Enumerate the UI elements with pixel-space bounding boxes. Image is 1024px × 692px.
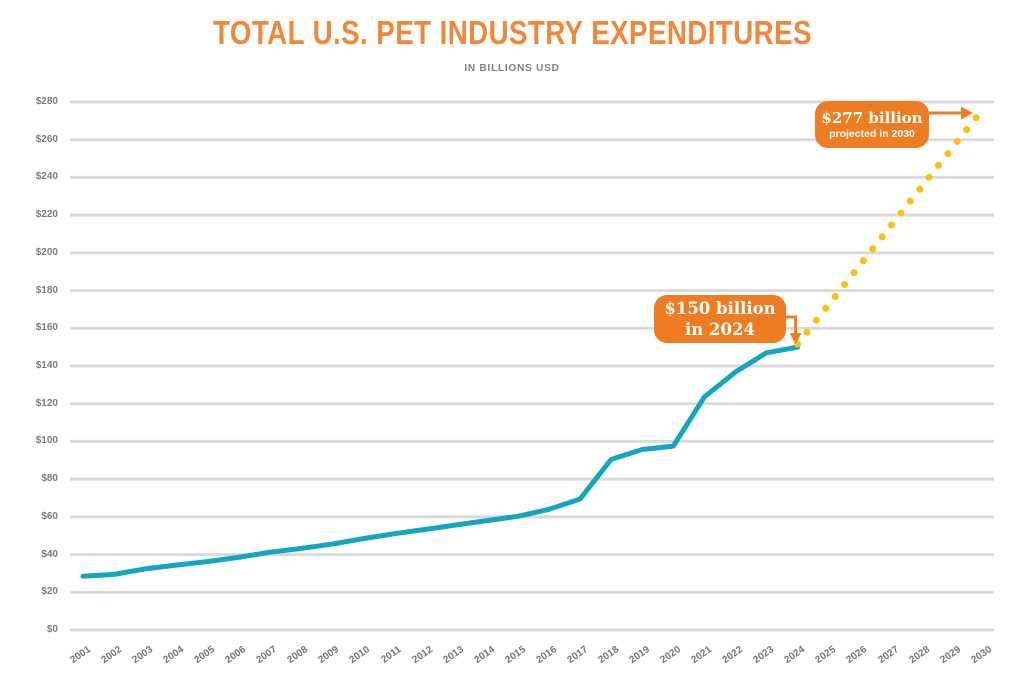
y-axis-label: $80 [41, 473, 58, 485]
y-axis-label: $220 [35, 209, 58, 221]
y-axis-label: $0 [46, 624, 58, 635]
callout-arrow-2024-head [789, 333, 802, 345]
y-axis-label: $20 [41, 586, 58, 598]
projection-dotted-line [794, 104, 988, 348]
y-axis-label: $160 [35, 322, 58, 334]
callout-2024-year: in 2024 [685, 320, 755, 339]
actual-line [80, 344, 801, 579]
callout-2030-value: $277 billion [821, 108, 923, 127]
callout-arrow-2024 [786, 315, 798, 335]
y-axis-label: $260 [35, 133, 58, 145]
chart-title: TOTAL U.S. PET INDUSTRY EXPENDITURES [0, 14, 1024, 52]
y-axis-label: $240 [35, 171, 58, 183]
y-axis-label: $100 [35, 435, 58, 447]
y-axis-label: $140 [35, 360, 58, 371]
y-axis-label: $40 [41, 548, 58, 560]
callout-2030-year: projected in 2030 [829, 127, 915, 140]
chart-subtitle: IN BILLIONS USD [464, 63, 560, 74]
y-axis-label: $280 [35, 96, 58, 107]
y-axis-label: $200 [35, 246, 58, 258]
callout-2024: $150 billion in 2024 [654, 295, 786, 343]
y-axis-label: $60 [41, 510, 58, 522]
callout-arrow-2030-head [961, 106, 973, 120]
callout-2030: $277 billion projected in 2030 [815, 101, 929, 148]
y-axis-label: $180 [35, 284, 58, 296]
y-axis-label: $120 [35, 397, 58, 409]
callout-2024-value: $150 billion [664, 299, 776, 318]
chart-title-text: TOTAL U.S. PET INDUSTRY EXPENDITURES [212, 14, 812, 51]
